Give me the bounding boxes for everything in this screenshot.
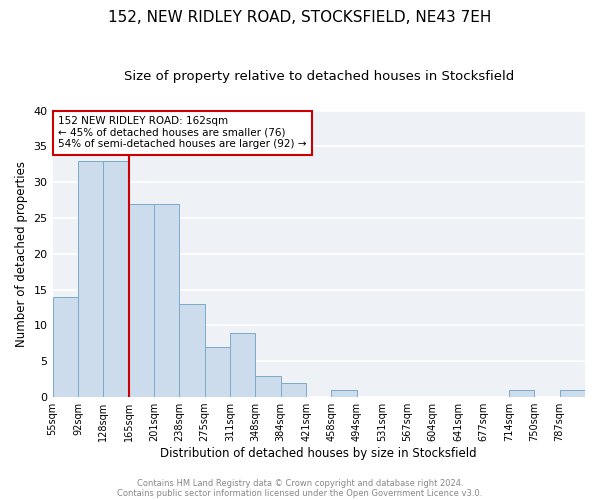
Bar bbox=[331, 390, 357, 397]
Bar bbox=[78, 160, 103, 397]
Text: 152 NEW RIDLEY ROAD: 162sqm
← 45% of detached houses are smaller (76)
54% of sem: 152 NEW RIDLEY ROAD: 162sqm ← 45% of det… bbox=[58, 116, 307, 150]
Bar bbox=[256, 376, 281, 397]
Text: Contains public sector information licensed under the Open Government Licence v3: Contains public sector information licen… bbox=[118, 488, 482, 498]
Text: Contains HM Land Registry data © Crown copyright and database right 2024.: Contains HM Land Registry data © Crown c… bbox=[137, 478, 463, 488]
Y-axis label: Number of detached properties: Number of detached properties bbox=[15, 161, 28, 347]
Bar bbox=[154, 204, 179, 397]
Bar bbox=[179, 304, 205, 397]
Bar bbox=[509, 390, 534, 397]
Bar bbox=[128, 204, 154, 397]
Bar bbox=[205, 347, 230, 397]
Bar bbox=[281, 383, 306, 397]
X-axis label: Distribution of detached houses by size in Stocksfield: Distribution of detached houses by size … bbox=[160, 447, 477, 460]
Bar bbox=[230, 332, 256, 397]
Title: Size of property relative to detached houses in Stocksfield: Size of property relative to detached ho… bbox=[124, 70, 514, 83]
Bar bbox=[103, 160, 128, 397]
Text: 152, NEW RIDLEY ROAD, STOCKSFIELD, NE43 7EH: 152, NEW RIDLEY ROAD, STOCKSFIELD, NE43 … bbox=[109, 10, 491, 25]
Bar bbox=[53, 297, 78, 397]
Bar bbox=[560, 390, 585, 397]
